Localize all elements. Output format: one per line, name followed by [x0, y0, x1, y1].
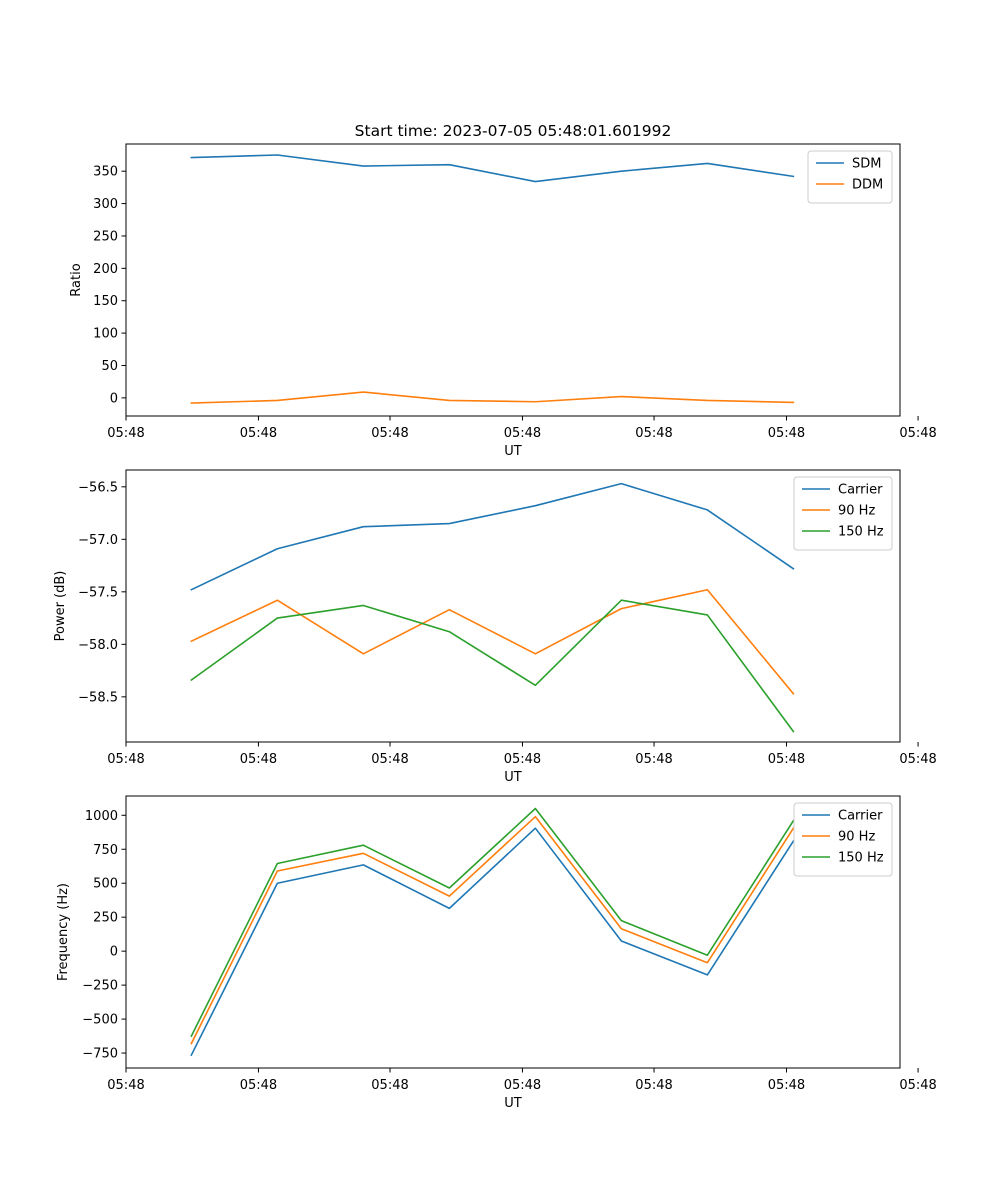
x-tick-label: 05:48 — [371, 1078, 408, 1093]
legend-label: Carrier — [838, 809, 883, 824]
y-tick-label: −500 — [82, 1013, 118, 1028]
y-tick-label: 0 — [110, 945, 118, 960]
legend-label: 90 Hz — [838, 830, 875, 845]
chart-title: Start time: 2023-07-05 05:48:01.601992 — [355, 122, 672, 140]
y-tick-label: 1000 — [85, 809, 118, 824]
series-line-150-hz — [190, 807, 795, 1038]
legend-label: 150 Hz — [838, 525, 884, 540]
legend-label: 90 Hz — [838, 504, 875, 519]
y-tick-label: 250 — [93, 229, 118, 244]
y-tick-label: 350 — [93, 165, 118, 180]
subplot-3: 05:48 05:48 05:48 05:48 05:48 05:48 05:48 −750 −… — [56, 795, 937, 1111]
x-tick-label: 05:48 — [504, 752, 541, 767]
subplot-2: 05:48 05:48 05:48 05:48 05:48 05:48 05:48 −58.5… — [53, 469, 937, 785]
x-tick-label: 05:48 — [371, 752, 408, 767]
x-tick-label: 05:48 — [635, 1078, 672, 1093]
y-tick-label: 0 — [110, 391, 118, 406]
x-tick-label: 05:48 — [371, 426, 408, 441]
x-axis-label: UT — [504, 444, 522, 459]
y-axis-label: Power (dB) — [53, 571, 68, 642]
y-tick-label: −56.5 — [78, 480, 118, 495]
x-tick-label: 05:48 — [768, 426, 805, 441]
series-line-90-hz — [190, 815, 795, 1045]
subplot-1: 05:48 05:48 05:48 05:48 05:48 05:48 05:48 0 50 10… — [69, 143, 937, 459]
x-tick-label: 05:48 — [240, 752, 277, 767]
x-tick-label: 05:48 — [240, 1078, 277, 1093]
y-tick-label: 250 — [93, 911, 118, 926]
y-tick-label: −750 — [82, 1047, 118, 1062]
x-tick-label: 05:48 — [768, 1078, 805, 1093]
x-tick-label: 05:48 — [899, 752, 936, 767]
x-axis-label: UT — [504, 770, 522, 785]
y-tick-label: 300 — [93, 197, 118, 212]
axes-frame — [125, 795, 901, 1069]
x-tick-label: 05:48 — [107, 752, 144, 767]
x-tick-label: 05:48 — [107, 1078, 144, 1093]
series-line-ddm — [190, 391, 795, 404]
x-tick-label: 05:48 — [107, 426, 144, 441]
legend-label: 150 Hz — [838, 851, 884, 866]
series-line-sdm — [190, 154, 795, 183]
y-tick-label: 100 — [93, 327, 118, 342]
x-tick-label: 05:48 — [504, 1078, 541, 1093]
y-axis-label: Frequency (Hz) — [56, 883, 71, 981]
x-axis-label: UT — [504, 1096, 522, 1111]
y-axis-label: Ratio — [69, 263, 84, 296]
y-tick-label: −58.5 — [78, 690, 118, 705]
y-tick-label: 150 — [93, 294, 118, 309]
axes-frame — [125, 469, 901, 743]
x-tick-label: 05:48 — [240, 426, 277, 441]
y-tick-label: −58.0 — [78, 638, 118, 653]
legend: Carrier 90 Hz 150 Hz — [793, 802, 893, 877]
legend-label: SDM — [852, 157, 881, 172]
y-tick-label: 50 — [101, 359, 118, 374]
y-tick-label: 750 — [93, 843, 118, 858]
axes-frame — [125, 143, 901, 417]
x-tick-label: 05:48 — [635, 752, 672, 767]
y-tick-label: 500 — [93, 877, 118, 892]
y-tick-label: −57.0 — [78, 533, 118, 548]
legend-box — [807, 150, 893, 204]
legend: SDM DDM — [807, 150, 893, 204]
x-tick-label: 05:48 — [768, 752, 805, 767]
series-line-carrier — [190, 827, 795, 1057]
legend-label: DDM — [852, 178, 883, 193]
y-tick-label: 200 — [93, 262, 118, 277]
y-tick-label: −250 — [82, 979, 118, 994]
legend: Carrier 90 Hz 150 Hz — [793, 476, 893, 551]
x-tick-label: 05:48 — [899, 1078, 936, 1093]
legend-label: Carrier — [838, 483, 883, 498]
series-line-90-hz — [190, 588, 795, 695]
x-tick-label: 05:48 — [899, 426, 936, 441]
series-line-150-hz — [190, 599, 795, 733]
x-tick-label: 05:48 — [635, 426, 672, 441]
series-line-carrier — [190, 482, 795, 591]
y-tick-label: −57.5 — [78, 585, 118, 600]
x-tick-label: 05:48 — [504, 426, 541, 441]
